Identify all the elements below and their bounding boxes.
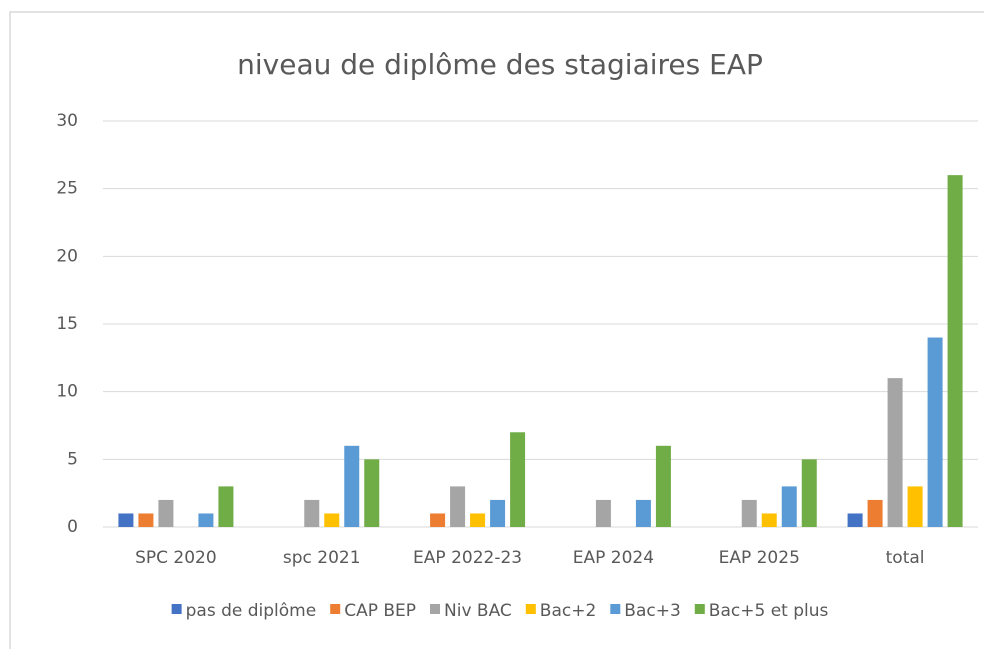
bar [118,513,134,527]
bar [801,459,817,527]
bar [218,486,234,527]
y-tick-label: 10 [56,382,78,402]
legend-swatch [330,604,341,614]
legend-label: Bac+3 [624,601,681,621]
legend-label: pas de diplôme [186,601,317,621]
y-tick-label: 30 [56,111,78,131]
chart-frame [9,11,984,649]
bar [158,499,174,527]
legend-label: Bac+5 et plus [709,601,829,621]
bar [907,486,923,527]
x-tick-label: SPC 2020 [135,548,217,568]
legend-swatch [171,604,182,614]
bar [927,337,943,527]
bar [198,513,214,527]
x-tick-label: EAP 2025 [719,548,800,568]
x-tick-label: EAP 2022-23 [413,548,522,568]
x-tick-label: total [886,548,925,568]
bar [947,175,963,527]
bar [847,513,863,527]
bar [450,486,466,527]
legend-label: CAP BEP [344,601,416,621]
bar [595,499,611,527]
bar [430,513,446,527]
bar [867,499,883,527]
bar [510,432,526,527]
bar [364,459,380,527]
legend-label: Niv BAC [444,601,512,621]
bar [344,445,360,527]
legend-swatch [525,604,536,614]
y-tick-label: 25 [56,179,78,199]
x-tick-label: EAP 2024 [573,548,654,568]
y-tick-label: 5 [67,449,78,469]
legend-swatch [694,604,705,614]
y-tick-label: 0 [67,517,78,537]
x-tick-label: spc 2021 [283,548,361,568]
bar [761,513,777,527]
bar [741,499,757,527]
bar [781,486,797,527]
y-tick-label: 15 [56,314,78,334]
bar [324,513,340,527]
bar [887,378,903,527]
bar [635,499,651,527]
legend-swatch [610,604,621,614]
bar [655,445,671,527]
bar [304,499,320,527]
legend-label: Bac+2 [540,601,597,621]
bar [138,513,154,527]
chart-title: niveau de diplôme des stagiaires EAP [237,48,763,81]
legend-swatch [430,604,441,614]
bar [490,499,506,527]
bar [470,513,486,527]
y-tick-label: 20 [56,246,78,266]
